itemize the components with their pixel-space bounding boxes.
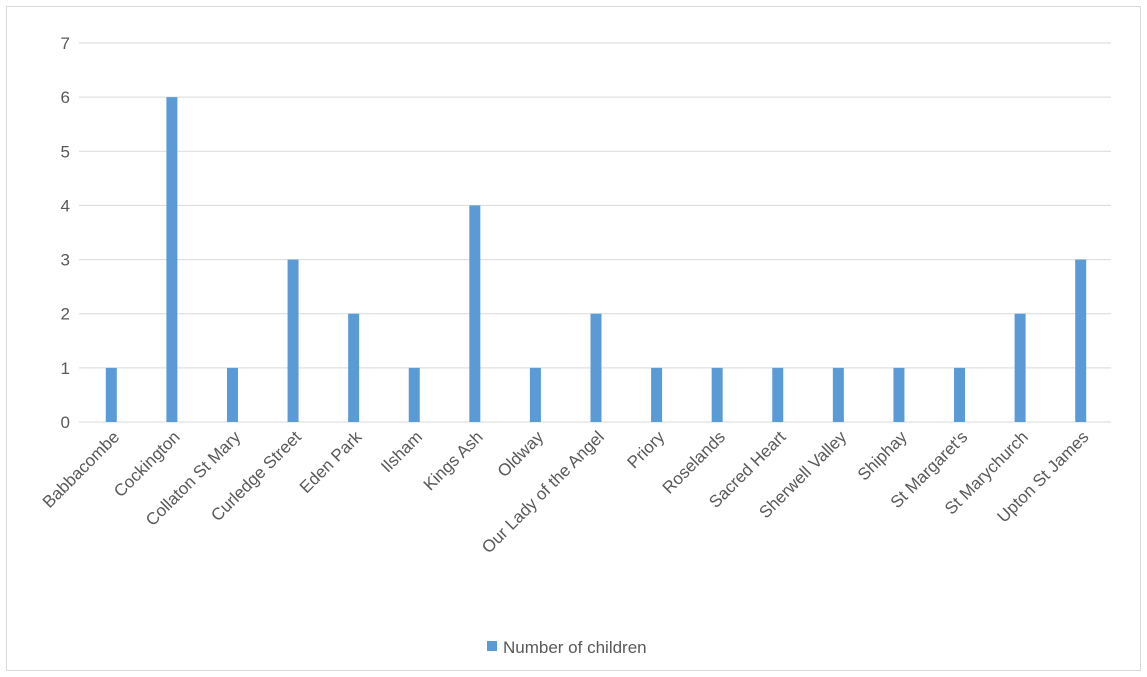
bar (348, 313, 360, 422)
bar (226, 367, 238, 422)
y-tick-label: 4 (61, 196, 70, 215)
x-tick-label: Eden Park (296, 427, 366, 497)
gridlines (79, 42, 1111, 423)
bar (287, 259, 299, 422)
chart-frame (6, 6, 1141, 671)
legend-swatch (487, 641, 497, 651)
y-tick-label: 7 (61, 34, 70, 53)
bar (711, 367, 723, 422)
y-tick-label: 5 (61, 142, 70, 161)
bar (166, 97, 178, 423)
y-tick-label: 3 (61, 251, 70, 270)
x-tick-label: Kings Ash (420, 427, 487, 494)
legend: Number of children (487, 638, 647, 657)
x-tick-label: Our Lady of the Angel (478, 427, 608, 557)
bar (1075, 259, 1087, 422)
bar (590, 313, 602, 422)
bar (529, 367, 541, 422)
bar (469, 205, 481, 422)
bar (954, 367, 966, 422)
bar (772, 367, 784, 422)
x-tick-label: Ilsham (377, 427, 426, 476)
y-axis-ticks: 0 1 2 3 4 5 6 7 (61, 34, 70, 432)
x-tick-label: Oldway (494, 427, 548, 481)
y-tick-label: 6 (61, 88, 70, 107)
x-tick-label: Babbacombe (39, 427, 123, 511)
x-tick-label: Shiphay (854, 427, 911, 484)
x-tick-label: Priory (624, 427, 669, 472)
y-tick-label: 2 (61, 305, 70, 324)
y-tick-label: 1 (61, 359, 70, 378)
bars (105, 97, 1087, 423)
bar (832, 367, 844, 422)
legend-label: Number of children (503, 638, 647, 657)
bar (1014, 313, 1026, 422)
bar (408, 367, 420, 422)
bar (893, 367, 905, 422)
bar (105, 367, 117, 422)
y-tick-label: 0 (61, 413, 70, 432)
bar (651, 367, 663, 422)
